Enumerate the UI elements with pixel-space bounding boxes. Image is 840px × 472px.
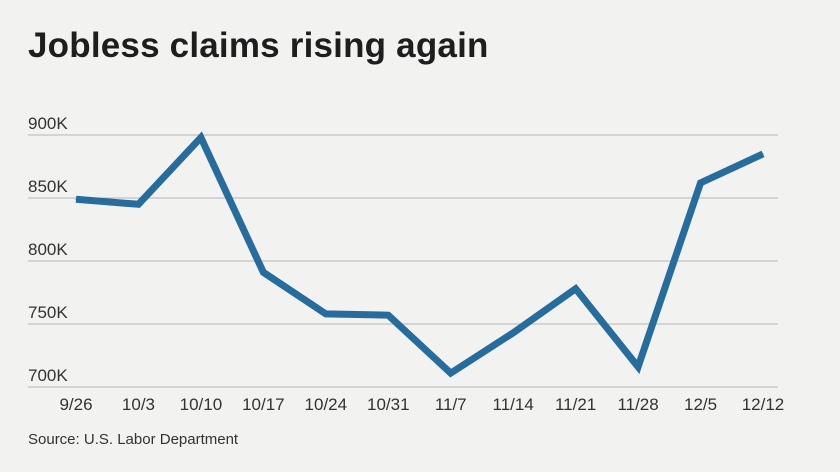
x-tick-label: 10/3 [122,395,155,414]
series-layer [75,131,765,378]
x-tick-label: 9/26 [59,395,92,414]
x-tick-label: 12/5 [684,395,717,414]
data-point-10/31 [387,314,389,316]
data-point-11/7 [450,372,452,374]
data-point-11/21 [575,288,577,290]
series-line-0 [75,131,765,378]
y-tick-label: 900K [28,114,68,133]
y-tick-label: 800K [28,240,68,259]
data-point-12/12 [762,153,764,155]
x-tick-label: 11/21 [555,395,596,414]
x-tick-label: 10/31 [367,395,410,414]
x-tick-label: 10/17 [242,395,285,414]
x-tick-label: 11/14 [493,395,534,414]
y-tick-label: 700K [28,366,68,385]
y-tick-label: 750K [28,303,68,322]
data-point-10/17 [262,271,264,273]
data-point-10/3 [137,203,139,205]
chart-title: Jobless claims rising again [28,26,489,65]
x-tick-label: 10/24 [305,395,348,414]
y-tick-label: 850K [28,177,68,196]
data-point-10/24 [325,313,327,315]
x-tick-label: 10/10 [180,395,223,414]
y-axis-labels: 700K 750K 800K 850K 900K [28,114,68,385]
x-axis-labels: 9/26 10/3 10/10 10/17 10/24 10/31 11/7 11/14 11/… [59,395,784,414]
data-point-12/5 [700,182,702,184]
data-point-10/10 [200,137,202,139]
grid-lines [28,134,778,388]
x-tick-label: 11/28 [617,395,658,414]
x-tick-label: 12/12 [742,395,785,414]
data-point-11/14 [512,332,514,334]
data-point-11/28 [637,366,639,368]
data-point-9/26 [75,198,77,200]
source-note: Source: U.S. Labor Department [28,431,239,448]
x-tick-label: 11/7 [435,395,467,414]
